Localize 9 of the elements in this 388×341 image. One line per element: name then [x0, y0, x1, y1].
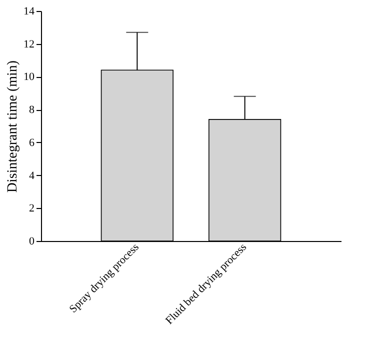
y-tick-label: 2	[29, 202, 34, 215]
y-tick-label: 6	[29, 136, 35, 149]
y-tick-label: 0	[29, 236, 35, 248]
y-tick-label: 8	[29, 104, 35, 116]
y-tick-label: 12	[24, 38, 34, 50]
y-tick-label: 4	[29, 170, 35, 182]
y-tick-label: 10	[24, 71, 35, 84]
y-tick-label: 14	[24, 6, 35, 18]
y-axis-title: Disintegrant time (min)	[6, 60, 20, 193]
